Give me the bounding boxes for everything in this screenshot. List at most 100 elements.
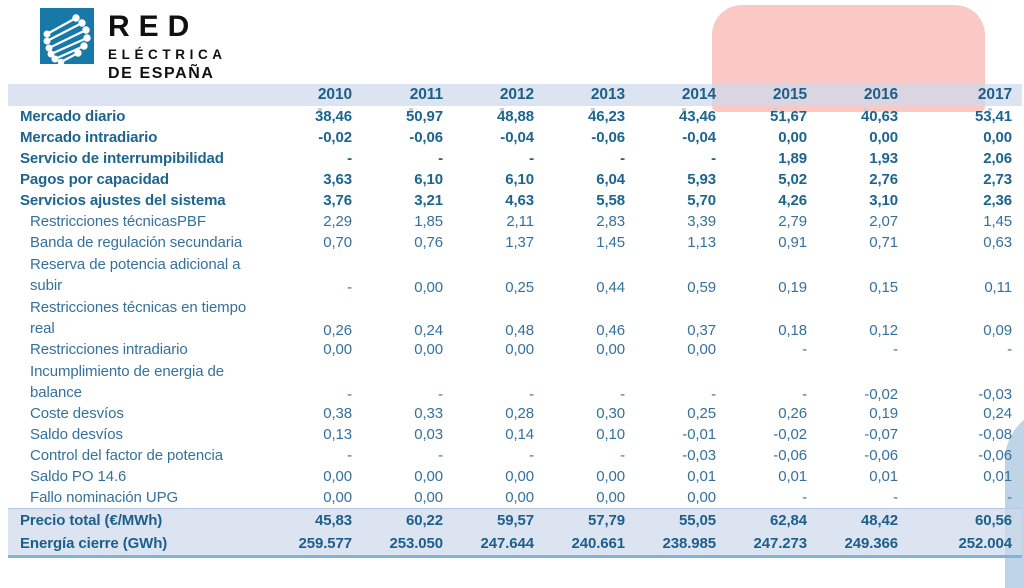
row-value: -0,07	[864, 426, 898, 443]
row-value: 247.273	[716, 532, 807, 558]
table-row: Precio total (€/MWh) 45,83 60,22 59,57 57,79…	[8, 508, 1022, 532]
row-label: Restricciones técnicas en tiempo real	[30, 298, 247, 337]
row-value: 2,36	[983, 192, 1012, 209]
row-value: 0,00	[323, 468, 352, 485]
row-value: 2,73	[983, 171, 1012, 188]
row-value: 2,76	[869, 171, 898, 188]
row-value: 2,83	[596, 213, 625, 230]
row-value: 2,07	[869, 213, 898, 230]
row-value: 0,63	[983, 234, 1012, 251]
row-value: 1,45	[983, 213, 1012, 230]
row-value: 2,06	[983, 150, 1012, 167]
table-row: Servicios ajustes del sistema 3,76 3,21 4,6…	[8, 190, 1022, 211]
row-value: 62,84	[716, 508, 807, 532]
row-value: 0,76	[414, 234, 443, 251]
row-value: 0,00	[505, 341, 534, 358]
row-label: Fallo nominación UPG	[30, 489, 179, 506]
row-value: 0,26	[778, 405, 807, 422]
slide: { "logo": { "line1": "RED", "line2": "EL…	[8, 5, 1024, 588]
row-value: 0,11	[984, 279, 1012, 296]
table-row: Energía cierre (GWh) 259.577 253.050 247.64…	[8, 532, 1022, 558]
row-value: 0,10	[596, 426, 625, 443]
row-value: -0,04	[500, 129, 534, 146]
row-value: 0,18	[778, 322, 807, 339]
row-value: 0,38	[323, 405, 352, 422]
table-corner-cell	[8, 84, 261, 106]
row-value: 2,79	[778, 213, 807, 230]
row-value: 0,00	[687, 341, 716, 358]
row-value: -	[620, 150, 625, 167]
row-value: 2,11	[506, 213, 534, 230]
row-label: Restricciones intradiario	[30, 341, 188, 358]
row-value: 6,10	[414, 171, 443, 188]
row-value: 0,00	[596, 489, 625, 506]
table-row: Restricciones técnicas en tiempo real 0,2…	[8, 296, 1022, 340]
row-value: -	[620, 447, 625, 464]
row-value: -0,06	[591, 129, 625, 146]
row-value: 5,70	[687, 192, 716, 209]
row-value: 0,00	[414, 489, 443, 506]
row-value: 0,59	[687, 279, 716, 296]
row-value: 253.050	[352, 532, 443, 558]
row-value: 0,19	[778, 279, 807, 296]
row-value: 0,13	[323, 426, 352, 443]
row-value: -	[347, 150, 352, 167]
row-value: -0,08	[978, 426, 1012, 443]
row-value: 55,05	[625, 508, 716, 532]
row-value: 59,57	[443, 508, 534, 532]
row-value: -	[802, 341, 807, 358]
row-label: Saldo desvíos	[30, 426, 123, 443]
row-value: 0,91	[778, 234, 807, 251]
table-row: Control del factor de potencia - - - - -0,03 -…	[8, 445, 1022, 466]
row-value: 252.004	[898, 532, 1022, 558]
row-value: -	[347, 279, 352, 296]
row-value: -	[711, 150, 716, 167]
row-value: -	[1007, 341, 1012, 358]
row-value: 43,46	[678, 108, 716, 125]
row-value: 259.577	[261, 532, 352, 558]
row-value: 0,00	[869, 129, 898, 146]
row-label: Mercado intradiario	[20, 129, 158, 146]
row-value: -0,06	[978, 447, 1012, 464]
year-header-2011: 2011	[352, 84, 443, 111]
row-value: 0,24	[414, 322, 443, 339]
row-value: -	[802, 386, 807, 403]
row-value: -	[347, 447, 352, 464]
row-value: 48,88	[496, 108, 534, 125]
row-value: 40,63	[860, 108, 898, 125]
row-value: 45,83	[261, 508, 352, 532]
table-row: Reserva de potencia adicional a subir - 0,…	[8, 253, 1022, 297]
row-value: 0,14	[505, 426, 534, 443]
row-value: 2,29	[323, 213, 352, 230]
row-value: 0,46	[596, 322, 625, 339]
row-label: Control del factor de potencia	[30, 447, 223, 464]
row-value: 50,97	[405, 108, 443, 125]
year-header-2017: 2017	[898, 84, 1022, 111]
row-value: 0,37	[687, 322, 716, 339]
year-header-2012: 2012	[443, 84, 534, 111]
row-value: -	[438, 447, 443, 464]
year-header-2014: 2014	[625, 84, 716, 111]
table-row: Pagos por capacidad 3,63 6,10 6,10 6,04 5,93 5…	[8, 169, 1022, 190]
row-value: 0,00	[414, 468, 443, 485]
row-value: 0,44	[596, 279, 625, 296]
ree-logo-text: RED ELÉCTRICA DE ESPAÑA	[108, 8, 227, 82]
row-label: Precio total (€/MWh)	[8, 508, 261, 532]
row-value: 46,23	[587, 108, 625, 125]
row-value: 3,21	[414, 192, 443, 209]
row-label: Banda de regulación secundaria	[30, 234, 243, 251]
ree-logo: RED ELÉCTRICA DE ESPAÑA	[40, 8, 227, 82]
row-label: Incumplimiento de energia de balance	[30, 362, 224, 401]
logo-line-red: RED	[108, 10, 199, 43]
row-value: 57,79	[534, 508, 625, 532]
table-row: Saldo PO 14.6 0,00 0,00 0,00 0,00 0,01 0,01 0,0…	[8, 466, 1022, 487]
row-value: -	[802, 489, 807, 506]
row-label: Saldo PO 14.6	[30, 468, 127, 485]
row-value: 0,00	[778, 129, 807, 146]
year-header-row: 2010 2011 2012 2013 2014 2015 2016 2017	[8, 84, 1022, 111]
table-row: Coste desvíos 0,38 0,33 0,28 0,30 0,25 0,26 0,1…	[8, 403, 1022, 424]
row-value: -0,03	[978, 386, 1012, 403]
row-value: 6,04	[596, 171, 625, 188]
row-value: 4,26	[778, 192, 807, 209]
row-value: 0,00	[596, 341, 625, 358]
